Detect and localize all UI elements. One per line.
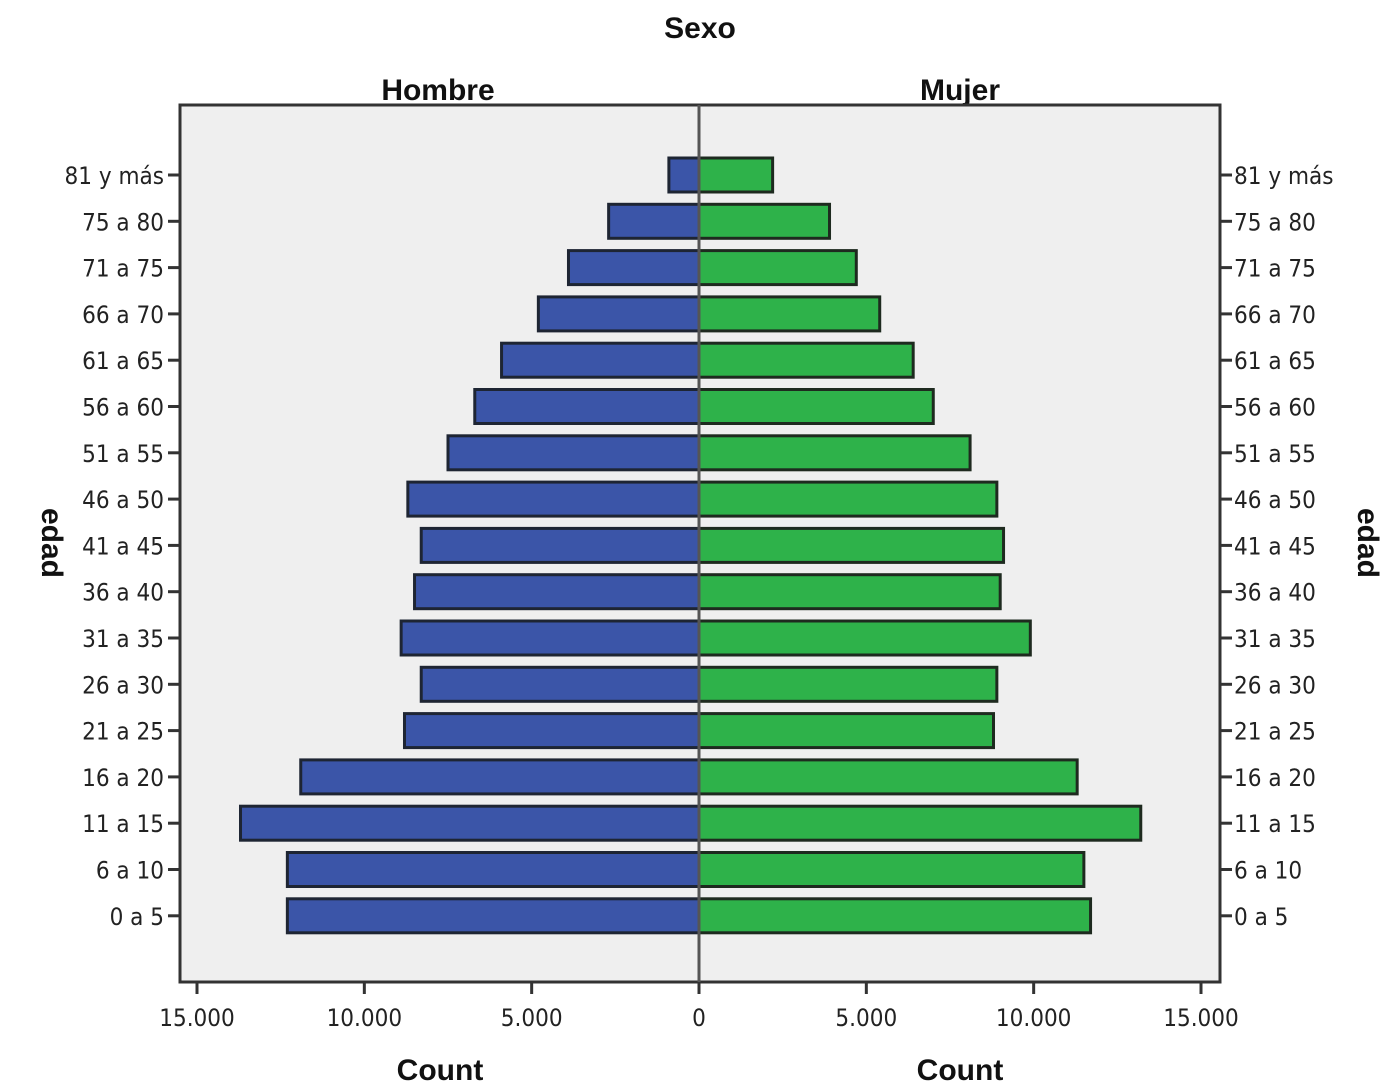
- y-tick-label-right: 66 a 70: [1234, 301, 1316, 329]
- x-tick-label: 5.000: [501, 1004, 563, 1032]
- bar-hombre: [285, 851, 701, 888]
- y-axis-label-right: edad: [1351, 508, 1384, 578]
- bar-hombre: [536, 295, 701, 333]
- bar-hombre: [473, 388, 701, 425]
- bar-hombre: [446, 434, 701, 472]
- y-tick-label-left: 21 a 25: [82, 718, 164, 746]
- bar-hombre: [239, 804, 701, 842]
- bar-mujer: [697, 851, 1086, 888]
- bar-hombre: [413, 573, 701, 611]
- chart-title: Sexo: [664, 12, 736, 45]
- bar-mujer: [697, 295, 882, 333]
- y-tick-label-right: 16 a 20: [1234, 764, 1316, 792]
- bar-mujer: [697, 619, 1032, 657]
- bar-mujer: [697, 712, 996, 750]
- x-axis-label-right: Count: [917, 1054, 1004, 1087]
- bar-mujer: [697, 897, 1093, 935]
- x-ticks-group: 15.000 10.000 5.000 0 5.000 10.000 15.000: [159, 982, 1239, 1032]
- bar-hombre: [406, 480, 701, 518]
- bar-mujer: [697, 480, 999, 518]
- y-tick-label-right: 71 a 75: [1234, 255, 1316, 283]
- y-tick-label-left: 16 a 20: [82, 764, 164, 792]
- panel-label-mujer: Mujer: [920, 74, 1000, 107]
- y-tick-label-right: 11 a 15: [1234, 810, 1316, 838]
- x-tick-label: 15.000: [159, 1004, 235, 1032]
- bar-hombre: [402, 712, 701, 750]
- bar-mujer: [697, 665, 999, 703]
- bar-mujer: [697, 573, 1002, 611]
- y-tick-label-left: 11 a 15: [82, 810, 164, 838]
- x-tick-label: 5.000: [835, 1004, 897, 1032]
- y-tick-label-left: 36 a 40: [82, 579, 164, 607]
- y-tick-label-right: 41 a 45: [1234, 532, 1316, 560]
- y-tick-label-right: 21 a 25: [1234, 718, 1316, 746]
- y-tick-label-right: 81 y más: [1234, 162, 1333, 190]
- y-tick-label-left: 66 a 70: [82, 301, 164, 329]
- y-tick-label-right: 75 a 80: [1234, 208, 1316, 236]
- bar-hombre: [566, 249, 701, 287]
- bar-hombre: [419, 665, 701, 703]
- y-tick-label-left: 61 a 65: [82, 347, 164, 375]
- y-tick-label-left: 31 a 35: [82, 625, 164, 653]
- y-tick-label-right: 46 a 50: [1234, 486, 1316, 514]
- y-tick-label-left: 6 a 10: [96, 857, 164, 885]
- y-tick-label-right: 36 a 40: [1234, 579, 1316, 607]
- y-tick-label-left: 56 a 60: [82, 394, 164, 422]
- y-tick-label-right: 6 a 10: [1234, 857, 1302, 885]
- y-tick-label-left: 26 a 30: [82, 671, 164, 699]
- y-tick-label-right: 51 a 55: [1234, 440, 1316, 468]
- y-tick-label-left: 51 a 55: [82, 440, 164, 468]
- y-tick-label-left: 46 a 50: [82, 486, 164, 514]
- bar-mujer: [697, 156, 775, 194]
- x-axis-label-left: Count: [397, 1054, 484, 1087]
- bar-hombre: [399, 619, 701, 657]
- y-tick-label-left: 41 a 45: [82, 532, 164, 560]
- y-axis-label-left: edad: [35, 508, 68, 578]
- y-tick-label-left: 81 y más: [65, 162, 164, 190]
- bar-mujer: [697, 388, 935, 425]
- bar-mujer: [697, 341, 915, 379]
- bar-mujer: [697, 758, 1079, 796]
- y-tick-label-right: 0 a 5: [1234, 903, 1288, 931]
- y-tick-label-right: 26 a 30: [1234, 671, 1316, 699]
- bar-mujer: [697, 249, 858, 287]
- y-tick-label-right: 56 a 60: [1234, 394, 1316, 422]
- bar-mujer: [697, 434, 972, 472]
- y-tick-label-left: 71 a 75: [82, 255, 164, 283]
- y-tick-label-left: 0 a 5: [110, 903, 164, 931]
- x-tick-label: 0: [692, 1004, 706, 1032]
- y-tick-label-right: 61 a 65: [1234, 347, 1316, 375]
- y-tick-label-left: 75 a 80: [82, 208, 164, 236]
- x-tick-label: 10.000: [996, 1004, 1072, 1032]
- bar-hombre: [285, 897, 701, 935]
- bar-hombre: [419, 526, 701, 564]
- bar-hombre: [299, 758, 701, 796]
- bar-hombre: [607, 202, 701, 240]
- bar-hombre: [500, 341, 701, 379]
- y-ticks-group: 81 y más 81 y más 75 a 80 75 a 80 71 a 75 71 …: [65, 162, 1334, 931]
- x-tick-label: 10.000: [327, 1004, 403, 1032]
- y-tick-label-right: 31 a 35: [1234, 625, 1316, 653]
- panel-label-hombre: Hombre: [381, 74, 494, 107]
- bar-mujer: [697, 202, 832, 240]
- bar-hombre: [667, 156, 701, 194]
- x-tick-label: 15.000: [1163, 1004, 1239, 1032]
- bar-mujer: [697, 804, 1143, 842]
- bar-mujer: [697, 526, 1006, 564]
